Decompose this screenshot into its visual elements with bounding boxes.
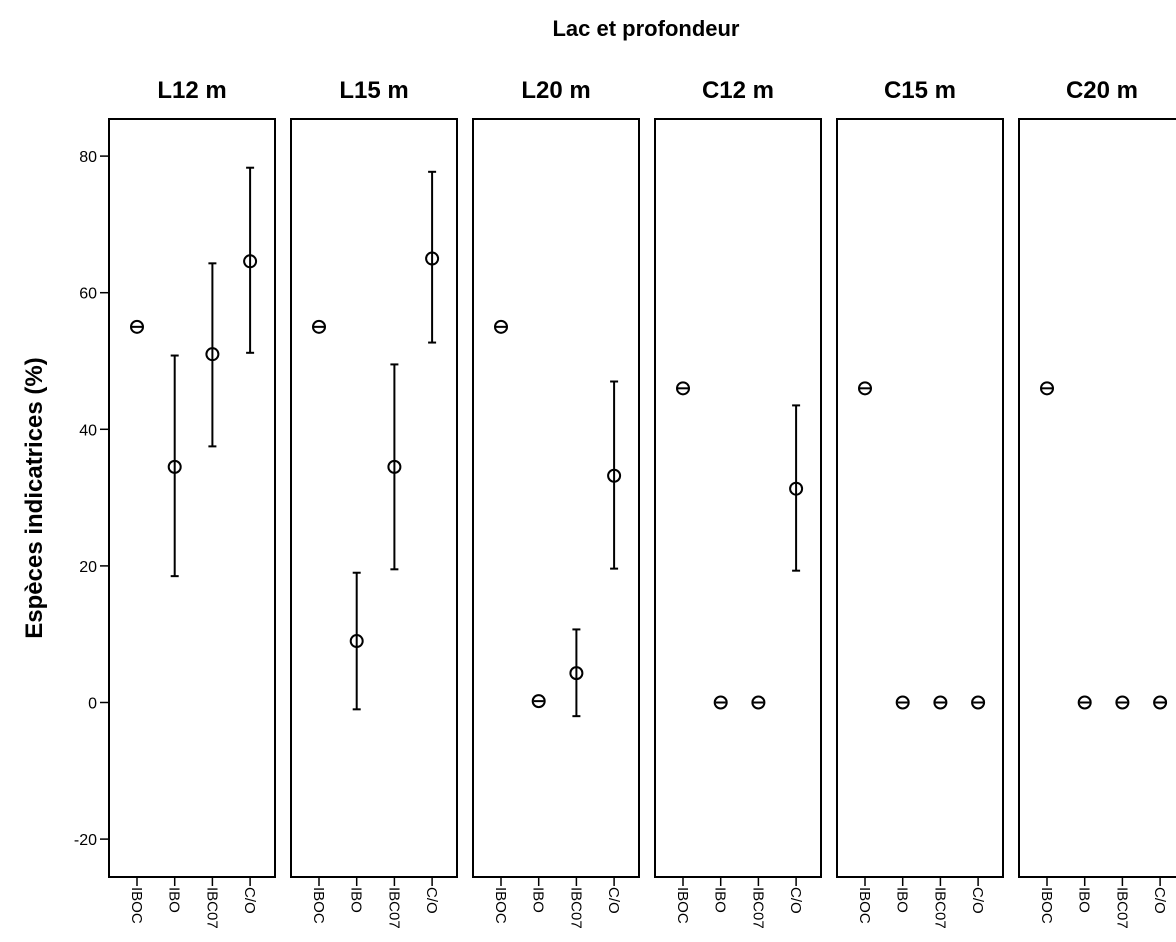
x-tick-label: IBO bbox=[166, 887, 183, 913]
data-point bbox=[387, 459, 402, 474]
panel-frame bbox=[108, 118, 276, 878]
data-point bbox=[789, 481, 804, 496]
x-tick-label: IBO bbox=[348, 887, 365, 913]
panel-title: L20 m bbox=[521, 77, 590, 104]
chart-title: Lac et profondeur bbox=[552, 16, 739, 41]
x-tick-label: C/O bbox=[605, 887, 622, 914]
data-point bbox=[713, 695, 728, 710]
data-point bbox=[1115, 695, 1130, 710]
data-point bbox=[1040, 381, 1054, 396]
data-point bbox=[676, 381, 690, 396]
panel-frame bbox=[290, 118, 458, 878]
data-point bbox=[243, 254, 258, 269]
panel-title: L15 m bbox=[339, 77, 408, 104]
data-point bbox=[607, 468, 622, 483]
data-point bbox=[494, 319, 508, 334]
data-point bbox=[130, 319, 144, 334]
panel: C12 m IBOC IBO IBC07 C/O bbox=[654, 77, 822, 929]
data-point bbox=[531, 694, 546, 709]
y-tick-label: 80 bbox=[79, 149, 97, 166]
panel: L12 m IBOC IBO IBC07 C/O bbox=[108, 77, 276, 929]
y-axis: -20 0 20 40 60 80 bbox=[74, 119, 110, 877]
panel: C15 m IBOC IBO IBC07 C/O bbox=[836, 77, 1004, 929]
x-tick-label: IBC07 bbox=[567, 887, 584, 929]
panel-frame bbox=[472, 118, 640, 878]
x-tick-label: IBOC bbox=[310, 887, 327, 924]
data-point bbox=[933, 695, 948, 710]
x-tick-label: IBO bbox=[1076, 887, 1093, 913]
x-tick-label: C/O bbox=[1151, 887, 1168, 914]
panel: C20 m IBOC IBO IBC07 C/O bbox=[1018, 77, 1176, 929]
x-tick-label: IBOC bbox=[674, 887, 691, 924]
x-tick-label: IBOC bbox=[1038, 887, 1055, 924]
y-tick-label: 40 bbox=[79, 422, 97, 439]
panel-title: L12 m bbox=[157, 77, 226, 104]
x-tick-label: IBOC bbox=[856, 887, 873, 924]
x-tick-label: IBOC bbox=[492, 887, 509, 924]
y-tick-label: 20 bbox=[79, 559, 97, 576]
x-tick-label: IBC07 bbox=[203, 887, 220, 929]
x-tick-label: IBO bbox=[894, 887, 911, 913]
x-tick-label: IBC07 bbox=[385, 887, 402, 929]
panel-title: C12 m bbox=[702, 77, 774, 104]
data-point bbox=[167, 459, 182, 474]
x-tick-label: IBO bbox=[530, 887, 547, 913]
data-point bbox=[205, 347, 220, 362]
x-tick-label: IBC07 bbox=[931, 887, 948, 929]
x-tick-label: IBOC bbox=[128, 887, 145, 924]
y-tick-label: -20 bbox=[74, 832, 97, 849]
data-point bbox=[1153, 695, 1168, 710]
panel: L20 m IBOC IBO IBC07 C/O bbox=[472, 77, 640, 929]
data-point bbox=[751, 695, 766, 710]
x-tick-label: IBC07 bbox=[749, 887, 766, 929]
x-tick-label: IBO bbox=[712, 887, 729, 913]
x-tick-label: C/O bbox=[969, 887, 986, 914]
panels: L12 m IBOC IBO IBC07 C/O L15 m IBOC IBO IBC07 C/O… bbox=[108, 77, 1176, 929]
x-tick-label: C/O bbox=[423, 887, 440, 914]
data-point bbox=[858, 381, 872, 396]
data-point bbox=[569, 666, 584, 681]
y-axis-label: Espèces indicatrices (%) bbox=[21, 357, 48, 638]
data-point bbox=[971, 695, 986, 710]
x-tick-label: C/O bbox=[787, 887, 804, 914]
panel-title: C15 m bbox=[884, 77, 956, 104]
data-point bbox=[312, 319, 326, 334]
panel-frame bbox=[836, 118, 1004, 878]
panel-frame bbox=[654, 118, 822, 878]
x-tick-label: IBC07 bbox=[1113, 887, 1130, 929]
data-point bbox=[349, 634, 364, 649]
data-point bbox=[425, 251, 440, 266]
panel-frame bbox=[1018, 118, 1176, 878]
y-tick-label: 60 bbox=[79, 286, 97, 303]
y-tick-label: 0 bbox=[88, 696, 97, 713]
panel-title: C20 m bbox=[1066, 77, 1138, 104]
data-point bbox=[1077, 695, 1092, 710]
data-point bbox=[895, 695, 910, 710]
x-tick-label: C/O bbox=[241, 887, 258, 914]
panel: L15 m IBOC IBO IBC07 C/O bbox=[290, 77, 458, 929]
